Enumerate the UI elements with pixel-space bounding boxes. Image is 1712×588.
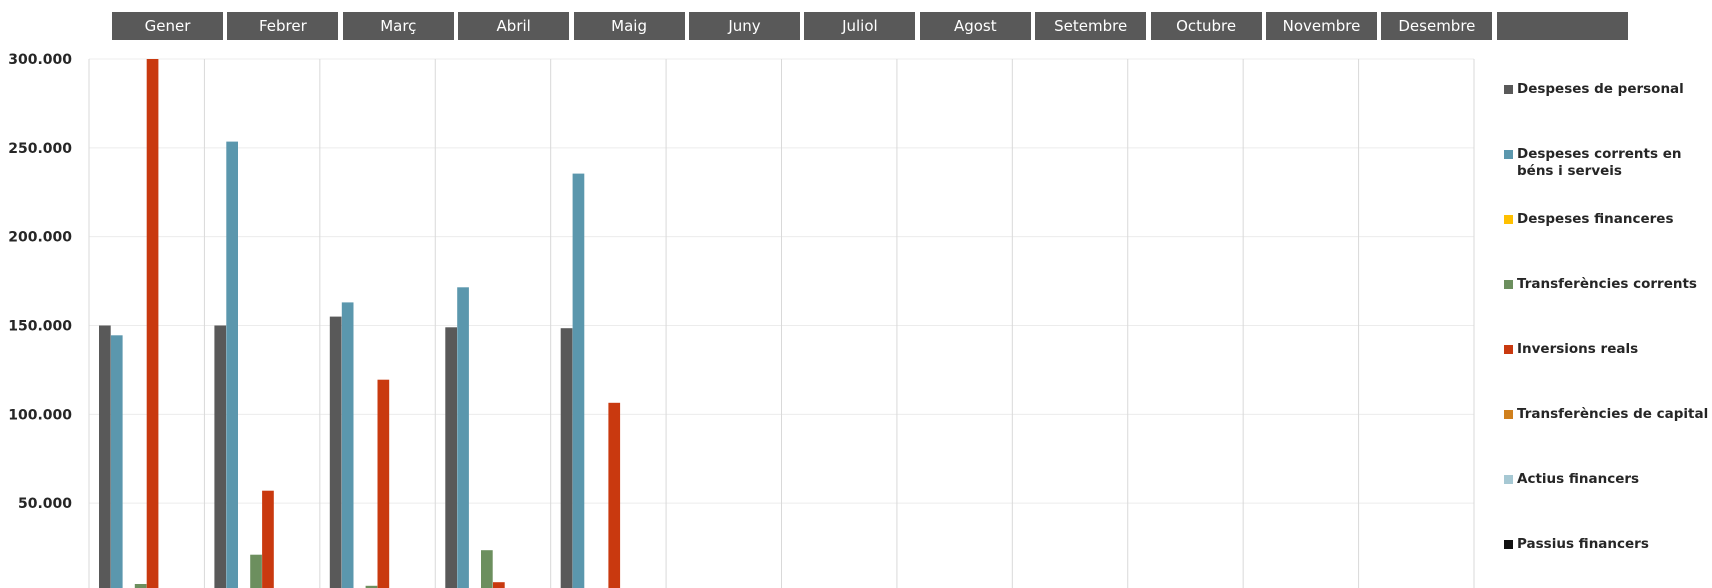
legend-swatch <box>1504 410 1513 419</box>
legend-label: Despeses corrents en béns i serveis <box>1517 146 1682 179</box>
bar-inversions-reals-febrer <box>262 490 274 588</box>
legend-swatch <box>1504 475 1513 484</box>
y-tick-label: 200.000 <box>8 230 72 246</box>
bar-despeses-de-personal-febrer <box>214 325 227 588</box>
month-button-blank[interactable] <box>1496 12 1628 40</box>
month-button-abril[interactable]: Abril <box>458 12 570 40</box>
y-tick-label: 50.000 <box>18 496 72 512</box>
bar-despeses-de-personal-maig <box>560 328 573 588</box>
bar-transfer-ncies-corrents-febrer <box>250 554 262 588</box>
legend-swatch <box>1504 280 1513 289</box>
month-button-març[interactable]: Març <box>342 12 454 40</box>
legend-label: Actius financers <box>1517 471 1640 487</box>
bar-transfer-ncies-corrents-gener <box>134 584 147 588</box>
chart-legend: Despeses de personal Despeses corrents en… <box>1500 0 1712 588</box>
bar-despeses-corrents-en-b-ns-i-serveis-maig <box>572 173 585 588</box>
month-button-setembre[interactable]: Setembre <box>1035 12 1147 40</box>
legend-label: Inversions reals <box>1517 341 1639 357</box>
month-filter-bar: Gener Febrer Març Abril Maig Juny Juliol Agost S… <box>0 0 1712 44</box>
bar-inversions-reals-maig <box>608 402 621 588</box>
legend-label: Despeses de personal <box>1517 81 1684 97</box>
y-tick-label: 300.000 <box>8 52 72 68</box>
bar-inversions-reals-gener <box>146 59 159 588</box>
month-button-juny[interactable]: Juny <box>689 12 800 40</box>
legend-label: Passius financers <box>1517 536 1649 552</box>
bar-transfer-ncies-corrents-abril <box>481 550 493 588</box>
bar-despeses-de-personal-gener <box>99 325 111 588</box>
bar-inversions-reals-abril <box>493 582 505 588</box>
bar-inversions-reals-març <box>377 379 390 588</box>
bar-despeses-corrents-en-b-ns-i-serveis-gener <box>110 335 123 588</box>
legend-swatch <box>1504 150 1513 159</box>
legend-item: Transferències corrents <box>1500 276 1712 293</box>
bar-despeses-de-personal-abril <box>445 327 457 588</box>
legend-label: Transferències de capital <box>1517 406 1709 422</box>
month-button-febrer[interactable]: Febrer <box>227 12 339 40</box>
legend-item: Despeses financeres <box>1500 211 1712 228</box>
month-button-maig[interactable]: Maig <box>573 12 685 40</box>
legend-swatch <box>1504 215 1513 224</box>
legend-label: Despeses financeres <box>1517 211 1674 227</box>
month-button-desembre[interactable]: Desembre <box>1381 12 1493 40</box>
y-tick-label: 100.000 <box>8 407 72 423</box>
legend-swatch <box>1504 85 1513 94</box>
y-tick-label: 250.000 <box>8 141 72 157</box>
legend-label: Transferències corrents <box>1517 276 1697 292</box>
legend-item: Despeses corrents en béns i serveis <box>1500 146 1712 180</box>
month-button-juliol[interactable]: Juliol <box>804 12 916 40</box>
month-button-gener[interactable]: Gener <box>112 12 223 40</box>
month-button-agost[interactable]: Agost <box>919 12 1031 40</box>
legend-item: Actius financers <box>1500 471 1712 488</box>
legend-swatch <box>1504 540 1513 549</box>
bar-despeses-corrents-en-b-ns-i-serveis-març <box>341 302 354 588</box>
y-tick-label: 150.000 <box>8 319 72 335</box>
bar-despeses-corrents-en-b-ns-i-serveis-febrer <box>226 141 238 588</box>
bar-despeses-corrents-en-b-ns-i-serveis-abril <box>457 287 469 588</box>
bar-despeses-de-personal-març <box>329 316 342 588</box>
legend-item: Transferències de capital <box>1500 406 1712 423</box>
legend-item: Despeses de personal <box>1500 81 1712 98</box>
legend-swatch <box>1504 345 1513 354</box>
legend-item: Passius financers <box>1500 536 1712 553</box>
legend-item: Inversions reals <box>1500 341 1712 358</box>
month-button-octubre[interactable]: Octubre <box>1150 12 1262 40</box>
month-button-novembre[interactable]: Novembre <box>1266 12 1377 40</box>
bar-transfer-ncies-corrents-març <box>365 585 378 588</box>
